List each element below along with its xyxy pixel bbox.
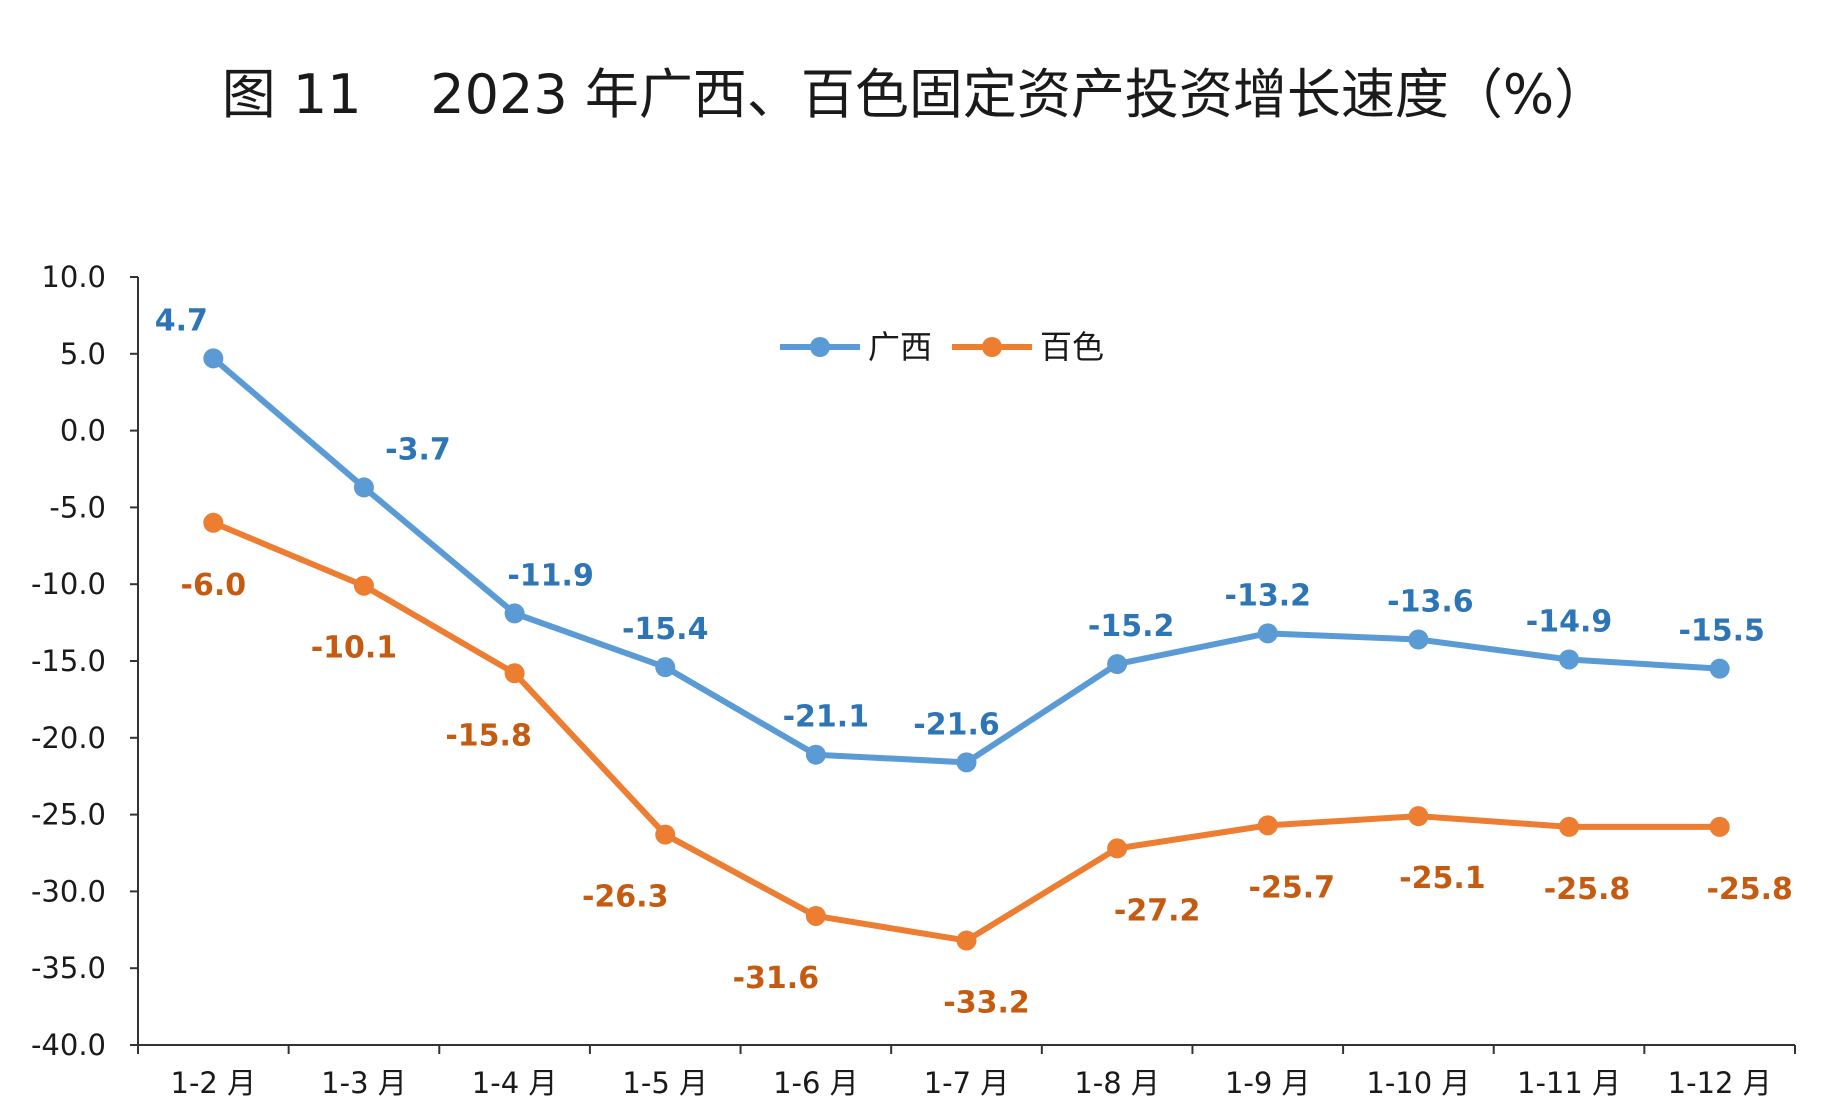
data-label-1: -3.7 bbox=[385, 432, 451, 467]
data-point-1 bbox=[1107, 654, 1128, 675]
data-label-1: -14.9 bbox=[1526, 604, 1612, 639]
data-label-1: -13.2 bbox=[1225, 578, 1311, 613]
data-point-2 bbox=[504, 663, 525, 684]
data-point-1 bbox=[353, 477, 374, 498]
y-tick-label: -20.0 bbox=[31, 721, 106, 755]
y-tick-labels: -40.0 -35.0 -30.0 -25.0 -20.0 -15.0 -10.0 -5.0 0… bbox=[31, 260, 106, 1062]
data-point-1 bbox=[1408, 629, 1429, 650]
legend-marker-1 bbox=[810, 337, 830, 357]
data-point-2 bbox=[353, 575, 374, 596]
data-label-2: -25.7 bbox=[1249, 870, 1335, 905]
y-tick-label: -25.0 bbox=[31, 798, 106, 832]
data-label-1: -15.4 bbox=[622, 612, 708, 647]
y-tick-label: -40.0 bbox=[31, 1028, 106, 1062]
data-point-2 bbox=[956, 930, 977, 951]
data-point-1 bbox=[1559, 649, 1580, 670]
data-point-2 bbox=[1107, 838, 1128, 859]
series-line-1 bbox=[211, 356, 1720, 766]
data-point-2 bbox=[1559, 816, 1580, 837]
data-label-1: -15.5 bbox=[1678, 614, 1764, 649]
data-point-2 bbox=[1709, 816, 1730, 837]
data-label-2: -15.8 bbox=[445, 718, 531, 753]
data-label-2: -27.2 bbox=[1114, 893, 1200, 928]
data-point-1 bbox=[1257, 623, 1278, 644]
x-tick-label: 1-2 月 bbox=[171, 1066, 257, 1100]
y-tick-label: -15.0 bbox=[31, 644, 106, 678]
data-label-1: -13.6 bbox=[1387, 584, 1473, 619]
x-tick-label: 1-8 月 bbox=[1074, 1066, 1160, 1100]
data-label-2: -26.3 bbox=[582, 880, 668, 915]
x-tick-label: 1-5 月 bbox=[622, 1066, 708, 1100]
data-point-2 bbox=[655, 824, 676, 845]
data-label-2: -31.6 bbox=[733, 961, 819, 996]
x-tick-label: 1-10 月 bbox=[1366, 1066, 1470, 1100]
y-tick-label: -10.0 bbox=[31, 567, 106, 601]
y-tick-label: 10.0 bbox=[41, 260, 106, 294]
data-label-2: -6.0 bbox=[181, 568, 247, 603]
data-point-1 bbox=[655, 657, 676, 678]
x-tick-label: 1-6 月 bbox=[773, 1066, 859, 1100]
legend-label-2: 百色 bbox=[1040, 328, 1104, 366]
data-point-1 bbox=[1709, 658, 1730, 679]
data-point-1 bbox=[504, 603, 525, 624]
series-layer bbox=[203, 348, 1730, 951]
data-label-2: -33.2 bbox=[943, 986, 1029, 1021]
x-tick-label: 1-9 月 bbox=[1225, 1066, 1311, 1100]
data-label-1: 4.7 bbox=[155, 303, 208, 338]
data-label-2: -10.1 bbox=[311, 631, 397, 666]
legend-label-1: 广西 bbox=[868, 328, 932, 366]
x-tick-label: 1-11 月 bbox=[1517, 1066, 1621, 1100]
data-label-2: -25.8 bbox=[1706, 872, 1792, 907]
y-tick-label: -30.0 bbox=[31, 874, 106, 908]
x-tick-labels: 1-2 月 1-3 月 1-4 月 1-5 月 1-6 月 1-7 月 1-8 月 1-9 月… bbox=[171, 1066, 1772, 1100]
y-tick-label: -5.0 bbox=[49, 490, 106, 524]
data-point-1 bbox=[956, 752, 977, 773]
data-point-2 bbox=[805, 905, 826, 926]
x-tick-label: 1-4 月 bbox=[472, 1066, 558, 1100]
data-label-1: -21.1 bbox=[783, 700, 869, 735]
y-tick-label: -35.0 bbox=[31, 951, 106, 985]
x-tick-label: 1-7 月 bbox=[924, 1066, 1010, 1100]
data-point-1 bbox=[203, 348, 224, 369]
data-label-2: -25.8 bbox=[1544, 872, 1630, 907]
data-point-2 bbox=[1257, 815, 1278, 836]
x-tick-label: 1-12 月 bbox=[1668, 1066, 1772, 1100]
y-tick-label: 0.0 bbox=[60, 414, 106, 448]
chart-title: 图 11 2023 年广西、百色固定资产投资增长速度（%） bbox=[221, 63, 1609, 126]
y-tick-label: 5.0 bbox=[60, 337, 106, 371]
data-point-1 bbox=[805, 744, 826, 765]
data-label-1: -21.6 bbox=[913, 707, 999, 742]
legend-marker-2 bbox=[982, 337, 1002, 357]
data-label-1: -15.2 bbox=[1088, 609, 1174, 644]
data-label-2: -25.1 bbox=[1399, 861, 1485, 896]
data-label-1: -11.9 bbox=[507, 558, 593, 593]
axes bbox=[130, 276, 1796, 1054]
data-point-2 bbox=[203, 512, 224, 533]
x-tick-label: 1-3 月 bbox=[321, 1066, 407, 1100]
data-labels: 4.7 -3.7 -11.9 -15.4 -21.1 -21.6 -15.2 -13.2 -13… bbox=[155, 303, 1793, 1020]
data-point-2 bbox=[1408, 806, 1429, 827]
legend: 广西 百色 bbox=[780, 328, 1104, 366]
